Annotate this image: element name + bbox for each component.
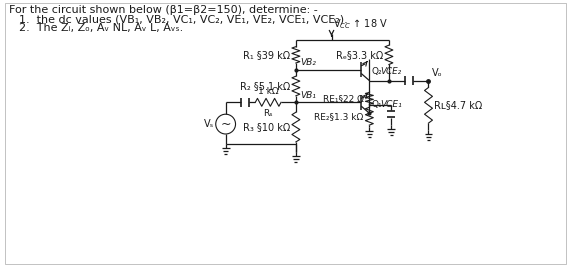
Text: 1.  the dc values (VB₁, VB₂, VC₁, VC₂, VE₁, VE₂, VCE₁, VCE₂).: 1. the dc values (VB₁, VB₂, VC₁, VC₂, VE… [19, 14, 348, 24]
Text: RE₂§1.3 kΩ: RE₂§1.3 kΩ [314, 112, 363, 121]
Text: VCE₂: VCE₂ [380, 67, 401, 76]
Text: Vₒ: Vₒ [432, 68, 442, 78]
Text: VCE₁: VCE₁ [380, 100, 402, 109]
Text: For the circuit shown below (β1=β2=150), determine: -: For the circuit shown below (β1=β2=150),… [9, 5, 317, 15]
Text: RE₁§22 Ω: RE₁§22 Ω [323, 94, 363, 103]
Text: Q₂: Q₂ [371, 67, 382, 76]
Text: 2.  The Zᵢ, Zₒ, Aᵥ NL, Aᵥ L, Aᵥₛ.: 2. The Zᵢ, Zₒ, Aᵥ NL, Aᵥ L, Aᵥₛ. [19, 23, 183, 33]
Text: V$_{CC}$ ↑ 18 V: V$_{CC}$ ↑ 18 V [333, 17, 389, 31]
Text: ~: ~ [220, 117, 231, 131]
Text: Vₛ: Vₛ [203, 119, 214, 129]
Text: VB₁: VB₁ [300, 91, 316, 100]
Text: VB₂: VB₂ [300, 58, 316, 67]
Text: Rₑ§3.3 kΩ: Rₑ§3.3 kΩ [336, 50, 383, 60]
Text: 1 kΩ: 1 kΩ [258, 87, 279, 96]
Text: R₃ §10 kΩ: R₃ §10 kΩ [243, 122, 290, 132]
Text: Rʟ§4.7 kΩ: Rʟ§4.7 kΩ [435, 100, 482, 110]
Text: R₁ §39 kΩ: R₁ §39 kΩ [243, 50, 290, 60]
Text: R₂ §5.1 kΩ: R₂ §5.1 kΩ [240, 81, 290, 91]
Text: Q₁: Q₁ [371, 100, 382, 109]
Text: Rₛ: Rₛ [263, 109, 273, 118]
